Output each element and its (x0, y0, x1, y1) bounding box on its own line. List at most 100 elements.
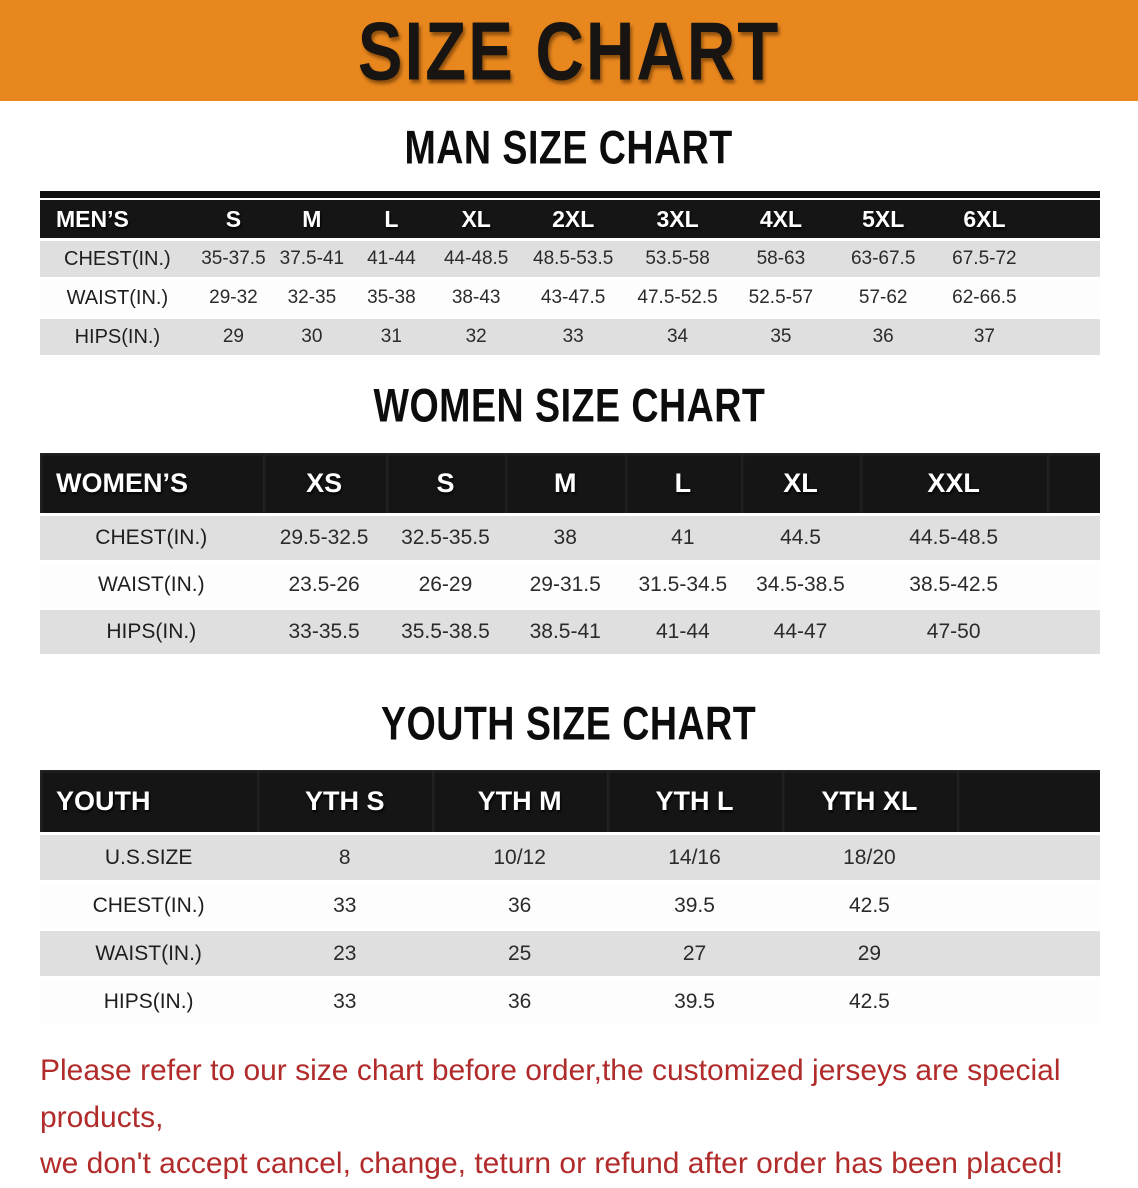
size-value-cell: 44-48.5 (431, 241, 522, 277)
size-value-cell: 53.5-58 (625, 241, 731, 277)
men-size-header-3xl: 3XL (625, 200, 731, 238)
size-value-cell: 26-29 (385, 563, 506, 607)
youth-size-header-l: YTH L (607, 770, 782, 832)
size-value-cell: 63-67.5 (831, 241, 935, 277)
size-value-cell: 62-66.5 (934, 280, 1035, 316)
size-value-cell: 67.5-72 (934, 241, 1035, 277)
size-value-cell: 44-47 (740, 610, 861, 654)
youth-size-header-m: YTH M (432, 770, 608, 832)
men-corner-label: MEN’S (40, 200, 195, 238)
size-value-cell: 38.5-41 (505, 610, 626, 654)
size-value-cell: 44.5-48.5 (860, 516, 1047, 560)
youth-section-heading: YOUTH SIZE CHART (0, 700, 1138, 747)
size-value-cell: 52.5-57 (730, 280, 832, 316)
women-heading-text: WOMEN SIZE CHART (373, 380, 765, 432)
size-value-cell: 43-47.5 (521, 280, 626, 316)
size-value-cell: 33 (257, 979, 433, 1024)
size-value-cell: 33 (257, 883, 433, 928)
spacer-cell (956, 770, 1100, 832)
size-value-cell: 36 (831, 319, 935, 355)
spacer-cell (1046, 516, 1100, 560)
men-size-header-l: L (351, 200, 432, 238)
size-value-cell: 57-62 (831, 280, 935, 316)
row-label: CHEST(IN.) (40, 883, 258, 928)
row-label: HIPS(IN.) (40, 319, 195, 355)
size-value-cell: 31.5-34.5 (625, 563, 741, 607)
size-value-cell: 35.5-38.5 (385, 610, 506, 654)
row-label: CHEST(IN.) (40, 516, 263, 560)
women-size-header-l: L (625, 453, 741, 513)
size-value-cell: 29-31.5 (505, 563, 626, 607)
men-section-heading: MAN SIZE CHART (0, 124, 1138, 171)
spacer-cell (1034, 280, 1100, 316)
youth-table-section: YOUTH YTH S YTH M YTH L YTH XL U.S.SIZE … (0, 767, 1138, 1027)
size-value-cell: 38 (505, 516, 626, 560)
size-value-cell: 33 (521, 319, 626, 355)
size-value-cell: 41-44 (351, 241, 432, 277)
men-size-table: MEN’S S M L XL 2XL 3XL 4XL 5XL 6XL CHEST… (40, 197, 1100, 358)
women-chest-row: CHEST(IN.) 29.5-32.5 32.5-35.5 38 41 44.… (40, 516, 1100, 560)
row-label: HIPS(IN.) (40, 979, 258, 1024)
youth-table-header-row: YOUTH YTH S YTH M YTH L YTH XL (40, 770, 1100, 832)
men-chest-row: CHEST(IN.) 35-37.5 37.5-41 41-44 44-48.5… (40, 241, 1100, 277)
women-size-header-s: S (385, 453, 506, 513)
men-table-header-row: MEN’S S M L XL 2XL 3XL 4XL 5XL 6XL (40, 200, 1100, 238)
youth-corner-label: YOUTH (40, 770, 258, 832)
men-table-section: MEN’S S M L XL 2XL 3XL 4XL 5XL 6XL CHEST… (0, 191, 1138, 358)
row-label: CHEST(IN.) (40, 241, 195, 277)
size-value-cell: 37 (934, 319, 1035, 355)
row-label: WAIST(IN.) (40, 931, 258, 976)
size-value-cell: 18/20 (781, 835, 957, 880)
men-size-header-6xl: 6XL (934, 200, 1035, 238)
spacer-cell (1046, 610, 1100, 654)
size-value-cell: 29-32 (194, 280, 273, 316)
spacer-cell (1034, 241, 1100, 277)
size-value-cell: 38-43 (431, 280, 522, 316)
men-size-header-2xl: 2XL (521, 200, 626, 238)
women-waist-row: WAIST(IN.) 23.5-26 26-29 29-31.5 31.5-34… (40, 563, 1100, 607)
size-value-cell: 32.5-35.5 (385, 516, 506, 560)
size-value-cell: 14/16 (607, 835, 782, 880)
spacer-cell (1034, 319, 1100, 355)
size-value-cell: 39.5 (607, 979, 782, 1024)
women-size-header-xs: XS (262, 453, 386, 513)
men-size-header-s: S (194, 200, 273, 238)
size-value-cell: 35-38 (351, 280, 432, 316)
row-label: WAIST(IN.) (40, 280, 195, 316)
youth-waist-row: WAIST(IN.) 23 25 27 29 (40, 931, 1100, 976)
disclaimer-line-1: Please refer to our size chart before or… (40, 1054, 1061, 1134)
men-size-header-xl: XL (431, 200, 522, 238)
banner-title: SIZE CHART (357, 4, 781, 97)
spacer-cell (1034, 200, 1100, 238)
size-value-cell: 33-35.5 (262, 610, 386, 654)
size-value-cell: 31 (351, 319, 432, 355)
size-value-cell: 41 (625, 516, 741, 560)
size-value-cell: 25 (432, 931, 608, 976)
youth-ussize-row: U.S.SIZE 8 10/12 14/16 18/20 (40, 835, 1100, 880)
men-size-header-m: M (272, 200, 352, 238)
women-table-header-row: WOMEN’S XS S M L XL XXL (40, 453, 1100, 513)
size-value-cell: 58-63 (730, 241, 832, 277)
youth-hips-row: HIPS(IN.) 33 36 39.5 42.5 (40, 979, 1100, 1024)
men-size-header-5xl: 5XL (831, 200, 935, 238)
size-value-cell: 35-37.5 (194, 241, 273, 277)
size-value-cell: 36 (432, 979, 608, 1024)
men-size-header-4xl: 4XL (730, 200, 832, 238)
size-value-cell: 44.5 (740, 516, 861, 560)
size-value-cell: 29 (781, 931, 957, 976)
row-label: U.S.SIZE (40, 835, 258, 880)
size-value-cell: 39.5 (607, 883, 782, 928)
men-heading-text: MAN SIZE CHART (404, 122, 734, 174)
size-value-cell: 8 (257, 835, 433, 880)
size-value-cell: 32-35 (272, 280, 352, 316)
size-value-cell: 47.5-52.5 (625, 280, 731, 316)
size-value-cell: 23 (257, 931, 433, 976)
youth-heading-text: YOUTH SIZE CHART (381, 698, 757, 750)
size-value-cell: 27 (607, 931, 782, 976)
size-value-cell: 38.5-42.5 (860, 563, 1047, 607)
women-size-header-m: M (505, 453, 626, 513)
size-value-cell: 36 (432, 883, 608, 928)
spacer-cell (956, 883, 1100, 928)
women-corner-label: WOMEN’S (40, 453, 263, 513)
men-table-top-rule (40, 191, 1100, 198)
